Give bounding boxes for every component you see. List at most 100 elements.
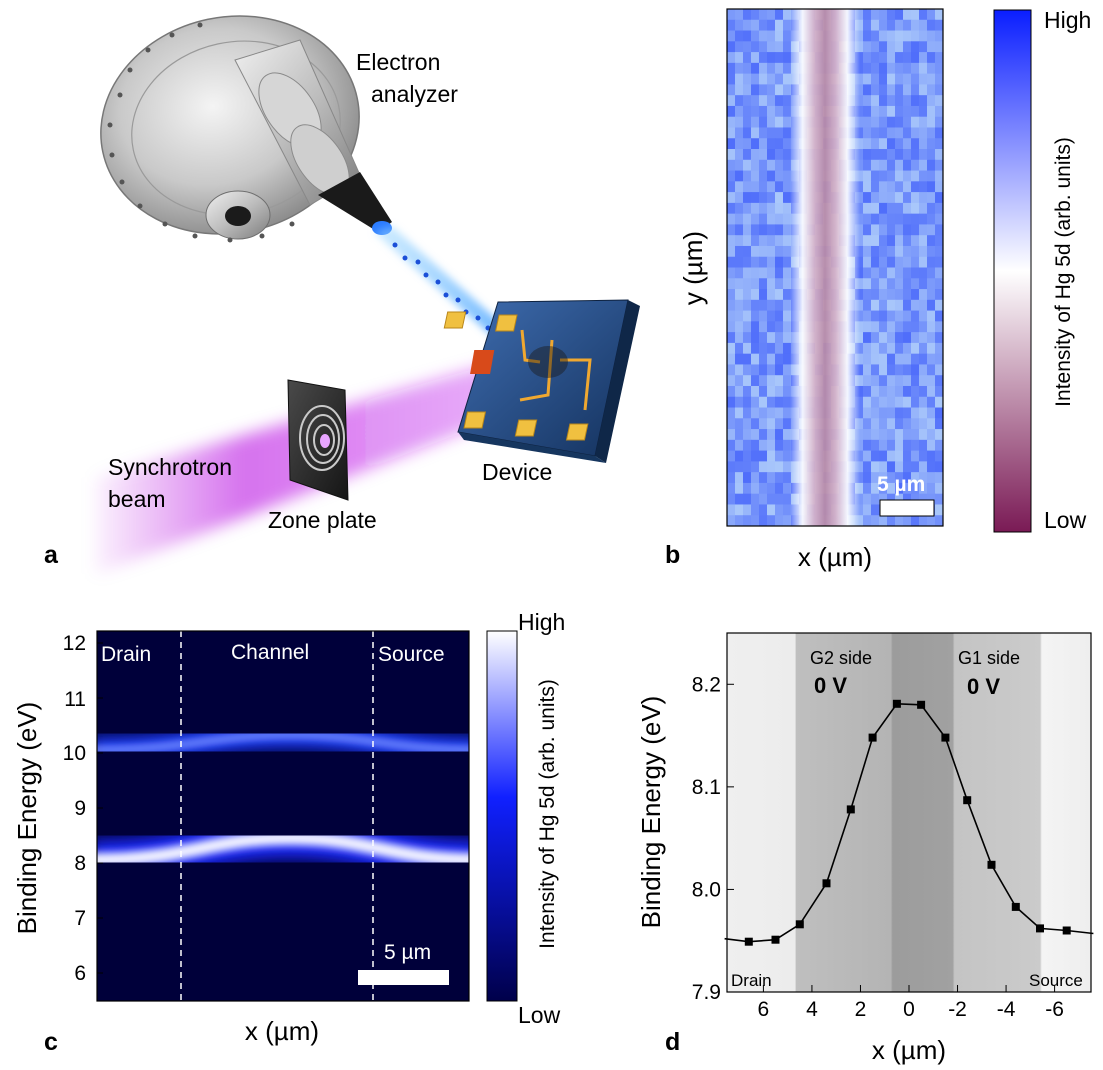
panel-b-pixel <box>895 342 904 355</box>
panel-b-pixel <box>727 95 736 107</box>
panel-d-g1-side: G1 side <box>958 648 1020 668</box>
panel-b-pixel <box>727 332 736 344</box>
panel-b-pixel <box>871 73 880 85</box>
panel-c-colorbar-low: Low <box>518 1002 561 1028</box>
panel-b-colorbar-high: High <box>1044 7 1091 33</box>
electron-analyzer <box>100 15 392 243</box>
panel-b-pixel <box>903 364 912 376</box>
panel-d-ytick-label: 8.0 <box>692 878 721 901</box>
panel-b-pixel <box>751 235 760 247</box>
panel-b-pixel <box>871 170 880 182</box>
panel-b-pixel <box>919 202 928 215</box>
panel-b-map-frame <box>726 8 944 527</box>
panel-b-pixel <box>759 321 768 333</box>
panel-b-pixel <box>727 235 736 247</box>
panel-b-pixel <box>919 289 928 301</box>
panel-b-pixel <box>735 450 744 462</box>
analyzer-label-line2: analyzer <box>371 81 458 107</box>
panel-b-pixel <box>919 321 928 333</box>
panel-b-pixel <box>895 105 904 118</box>
panel-b-pixel <box>743 321 752 333</box>
panel-b-pixel <box>927 267 936 279</box>
panel-b-pixel <box>751 278 760 290</box>
panel-b-pixel <box>927 482 936 495</box>
panel-c-ytick: 6 <box>74 962 86 985</box>
panel-b-pixel <box>775 170 784 182</box>
panel-b-pixel <box>911 429 920 441</box>
panel-b-pixel <box>903 30 912 42</box>
panel-b-pixel <box>935 84 944 96</box>
panel-b-pixel <box>911 9 920 21</box>
panel-b-pixel <box>887 429 896 441</box>
panel-b-pixel <box>727 289 736 301</box>
panel-b-pixel <box>871 418 880 430</box>
panel-b-pixel <box>743 267 752 279</box>
panel-b-pixel <box>751 407 760 419</box>
panel-b-pixel <box>919 19 928 32</box>
panel-d-ytick-label: 8.1 <box>692 776 721 799</box>
panel-b-pixel <box>863 30 872 42</box>
panel-b-pixel <box>871 278 880 290</box>
panel-b-pixel <box>767 235 776 247</box>
panel-b-pixel <box>743 429 752 441</box>
panel-b-pixel <box>759 84 768 96</box>
panel-b-pixel <box>863 385 872 398</box>
panel-b-pixel <box>775 62 784 75</box>
panel-b-pixel <box>871 41 880 53</box>
panel-b-pixel <box>895 192 904 204</box>
panel-b-pixel <box>911 439 920 452</box>
panel-b-pixel <box>935 267 944 279</box>
panel-b-pixel <box>887 192 896 204</box>
panel-b-pixel <box>927 9 936 21</box>
panel-b-pixel <box>871 127 880 139</box>
panel-b-pixel <box>935 353 944 365</box>
panel-b-pixel <box>863 73 872 85</box>
panel-b-pixel <box>759 332 768 344</box>
panel-b-pixel <box>863 439 872 452</box>
panel-b-pixel <box>919 482 928 495</box>
panel-b-pixel <box>743 149 752 161</box>
panel-b-pixel <box>935 41 944 53</box>
panel-b-pixel <box>775 482 784 495</box>
panel-b-pixel <box>895 289 904 301</box>
panel-b-pixel <box>767 149 776 161</box>
device-label: Device <box>482 459 552 485</box>
electron-dots <box>392 242 491 331</box>
panel-b-pixel <box>919 62 928 75</box>
panel-b-pixel <box>775 245 784 258</box>
panel-b-pixel <box>871 310 880 322</box>
panel-b-pixel <box>783 396 792 409</box>
panel-b-pixel <box>863 310 872 322</box>
panel-b-pixel <box>911 30 920 42</box>
panel-b-pixel <box>903 235 912 247</box>
panel-b-pixel <box>919 213 928 225</box>
panel-b-pixel <box>727 342 736 355</box>
panel-b-pixel <box>767 342 776 355</box>
panel-b-pixel <box>879 245 888 258</box>
panel-d-g2-voltage: 0 V <box>814 673 847 698</box>
panel-b-pixel <box>879 202 888 215</box>
panel-b-pixel <box>887 9 896 21</box>
panel-b-pixel <box>775 19 784 32</box>
panel-b-pixel <box>775 30 784 42</box>
panel-b-pixel <box>903 19 912 32</box>
panel-b-pixel <box>879 418 888 430</box>
panel-c-colorbar <box>486 630 518 1002</box>
panel-b-pixel <box>935 493 944 505</box>
panel-b-pixel <box>783 450 792 462</box>
panel-b-pixel <box>743 353 752 365</box>
panel-b-pixel <box>895 278 904 290</box>
panel-b-pixel <box>735 482 744 495</box>
panel-b-pixel <box>935 95 944 107</box>
panel-b-pixel <box>911 127 920 139</box>
panel-b-pixel <box>759 385 768 398</box>
panel-d-data-point <box>1062 926 1071 935</box>
panel-b-pixel <box>783 19 792 32</box>
panel-b-pixel <box>935 62 944 75</box>
panel-b-pixel <box>911 192 920 204</box>
panel-b-pixel <box>871 192 880 204</box>
panel-b-pixel <box>895 73 904 85</box>
panel-b-pixel <box>727 353 736 365</box>
panel-b-pixel <box>919 41 928 53</box>
panel-b-pixel <box>863 472 872 484</box>
